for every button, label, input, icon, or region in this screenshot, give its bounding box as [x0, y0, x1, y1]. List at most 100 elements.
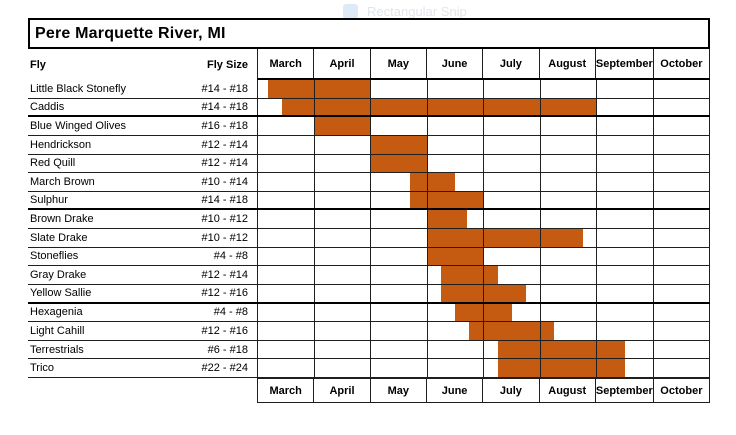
grid-cell: [541, 117, 597, 135]
table-row: Yellow Sallie #12 - #16: [28, 284, 710, 304]
fly-size: #10 - #12: [201, 231, 248, 244]
month-header-cell: August: [540, 49, 596, 78]
months-strip: [257, 80, 710, 98]
month-header-row: March April May June July August September Octo…: [257, 49, 711, 80]
grid-cell: [315, 359, 371, 377]
grid-cell: [597, 135, 654, 154]
table-row: Sulphur #14 - #18: [28, 191, 710, 211]
grid-cell: [654, 322, 710, 340]
snip-toast-label: Rectangular Snip: [367, 3, 467, 19]
fly-size: #22 - #24: [201, 362, 248, 375]
table-row: Brown Drake #10 - #12: [28, 210, 710, 229]
table-row: Terrestrials #6 - #18: [28, 340, 710, 360]
grid-cell: [258, 135, 315, 154]
fly-size: #14 - #18: [201, 82, 248, 95]
grid-cell: [315, 303, 371, 322]
grid-cell: [484, 210, 541, 228]
grid-cell: [597, 303, 654, 322]
hatch-bar: [497, 359, 626, 377]
hatch-rows: Little Black Stonefly #14 - #18 Caddis #14 …: [28, 80, 710, 378]
grid-cell: [371, 266, 428, 284]
months-strip: [257, 266, 710, 284]
months-strip: [257, 359, 710, 377]
grid-cell: [315, 322, 371, 340]
grid-cell: [597, 154, 654, 173]
fly-size: #12 - #14: [201, 269, 248, 282]
grid-cell: [484, 135, 541, 154]
grid-cell: [315, 247, 371, 266]
fly-name: Sulphur: [30, 194, 68, 207]
grid-cell: [484, 80, 541, 98]
hatch-bar: [370, 154, 427, 173]
month-footer-cell: June: [427, 379, 484, 402]
grid-cell: [428, 117, 484, 135]
fly-name: Caddis: [30, 100, 65, 113]
hatch-bar: [426, 247, 484, 266]
grid-cell: [597, 266, 654, 284]
grid-cell: [597, 98, 654, 116]
grid-cell: [315, 340, 371, 359]
months-strip: [257, 154, 710, 173]
fly-size: #12 - #16: [201, 324, 248, 337]
grid-cell: [258, 247, 315, 266]
table-row: Trico #22 - #24: [28, 359, 710, 378]
grid-cell: [541, 191, 597, 209]
grid-cell: [428, 359, 484, 377]
grid-cell: [541, 303, 597, 322]
grid-cell: [654, 154, 710, 173]
grid-cell: [597, 80, 654, 98]
grid-cell: [654, 117, 710, 135]
grid-cell: [654, 284, 710, 302]
grid-cell: [597, 284, 654, 302]
grid-overlay: [257, 135, 710, 154]
grid-cell: [258, 117, 315, 135]
month-footer-row: March April May June July August September Octo…: [257, 378, 710, 403]
fly-name: Stoneflies: [30, 250, 79, 263]
grid-cell: [428, 135, 484, 154]
grid-cell: [315, 284, 371, 302]
grid-cell: [428, 80, 484, 98]
column-header-fly-size: Fly Size: [207, 58, 248, 71]
hatch-bar: [426, 229, 583, 247]
fly-size: #12 - #14: [201, 138, 248, 151]
grid-cell: [315, 135, 371, 154]
snip-camera-icon: [343, 3, 358, 19]
grid-cell: [258, 284, 315, 302]
fly-size: #14 - #18: [201, 100, 248, 113]
grid-overlay: [257, 154, 710, 173]
fly-size: #10 - #12: [201, 213, 248, 226]
month-footer-cell: September: [596, 379, 654, 402]
grid-cell: [654, 80, 710, 98]
month-header-cell: September: [596, 49, 654, 78]
grid-cell: [484, 191, 541, 209]
fly-name: Hexagenia: [30, 306, 83, 319]
grid-cell: [597, 322, 654, 340]
grid-cell: [597, 210, 654, 228]
months-strip: [257, 303, 710, 322]
grid-cell: [371, 340, 428, 359]
grid-cell: [315, 210, 371, 228]
grid-cell: [484, 247, 541, 266]
month-footer-cell: July: [483, 379, 540, 402]
grid-cell: [654, 340, 710, 359]
grid-cell: [484, 173, 541, 191]
fly-name: March Brown: [30, 175, 95, 188]
grid-cell: [597, 173, 654, 191]
fly-size: #4 - #8: [213, 250, 248, 263]
grid-cell: [258, 210, 315, 228]
fly-name: Trico: [30, 362, 55, 375]
table-row: Light Cahill #12 - #16: [28, 322, 710, 341]
months-strip: [257, 191, 710, 209]
table-row: Hendrickson #12 - #14: [28, 135, 710, 155]
grid-cell: [315, 173, 371, 191]
grid-cell: [484, 117, 541, 135]
hatch-bar: [268, 80, 371, 98]
table-row: Little Black Stonefly #14 - #18: [28, 80, 710, 99]
grid-cell: [371, 303, 428, 322]
grid-cell: [654, 247, 710, 266]
table-row: Hexagenia #4 - #8: [28, 303, 710, 323]
grid-cell: [258, 266, 315, 284]
month-footer-cell: March: [258, 379, 315, 402]
table-row: Caddis #14 - #18: [28, 98, 710, 118]
